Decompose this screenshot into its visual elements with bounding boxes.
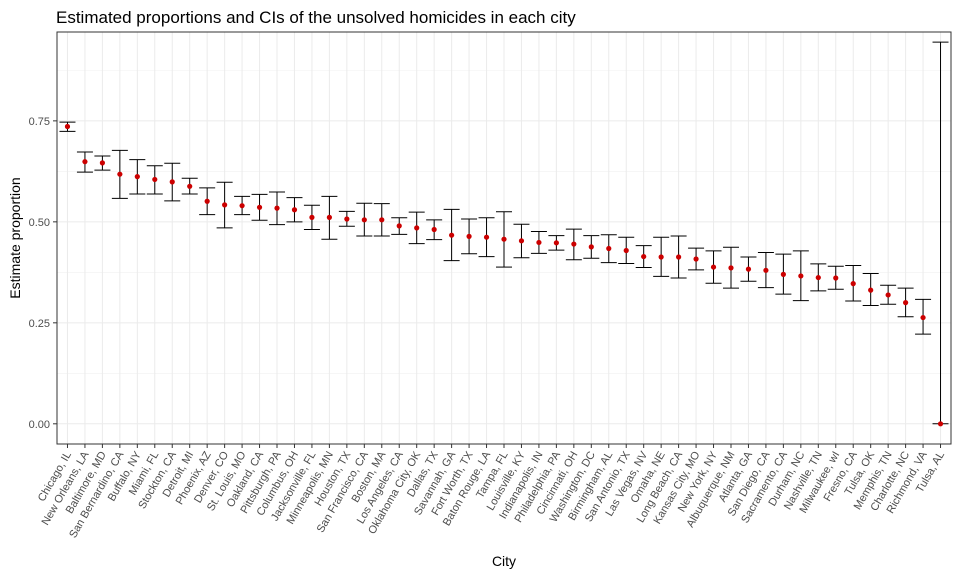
data-point [518,238,525,244]
data-point [134,174,140,180]
data-point [256,204,263,210]
data-point [309,214,315,220]
data-point [833,275,839,281]
data-point [588,244,594,250]
data-point [414,225,420,231]
data-point [937,421,944,427]
data-point [274,205,280,211]
y-tick-label: 0.75 [29,116,50,128]
data-point [152,176,158,183]
data-point [780,271,786,277]
data-point [187,183,193,189]
errorbar-layer [59,41,949,425]
y-tick-label: 0.25 [29,318,50,330]
data-point [291,207,298,213]
grid-layer [57,32,951,444]
data-point [326,214,332,220]
data-point [693,256,699,262]
y-tick-label: 0.50 [29,217,50,229]
chart-title: Estimated proportions and CIs of the uns… [56,8,576,27]
data-point [361,217,367,223]
data-point [396,223,402,229]
data-point [483,234,490,240]
data-point [868,287,874,293]
data-point [815,274,821,281]
data-point [117,171,123,177]
data-point [903,300,909,306]
data-point [920,314,926,321]
data-point [222,202,228,208]
data-point [449,232,455,238]
data-point [99,160,105,166]
point-layer [64,123,944,427]
data-point [763,267,769,273]
data-point [64,123,71,130]
y-tick-label: 0.00 [29,419,50,431]
data-point [623,247,629,254]
data-point [571,241,577,247]
y-axis-title: Estimate proportion [7,177,23,298]
data-point [885,292,891,298]
data-point [850,281,856,287]
data-point [536,239,542,246]
plot-border [56,31,952,445]
data-point [82,159,88,165]
data-point [379,217,385,223]
data-point [641,253,647,260]
data-point [728,265,734,271]
y-axis: 0.00 0.25 0.50 0.75 [29,116,57,431]
data-point [658,254,664,260]
data-point [204,198,210,204]
data-point [710,264,717,270]
data-point [501,236,507,242]
x-axis-title: City [492,553,516,569]
data-point [676,254,682,260]
data-point [466,233,472,239]
data-point [606,245,612,252]
data-point [239,203,245,209]
data-point [798,273,804,279]
data-point [553,240,559,246]
data-point [745,266,752,272]
data-point [169,179,175,185]
data-point [431,226,437,233]
data-point [344,216,350,222]
